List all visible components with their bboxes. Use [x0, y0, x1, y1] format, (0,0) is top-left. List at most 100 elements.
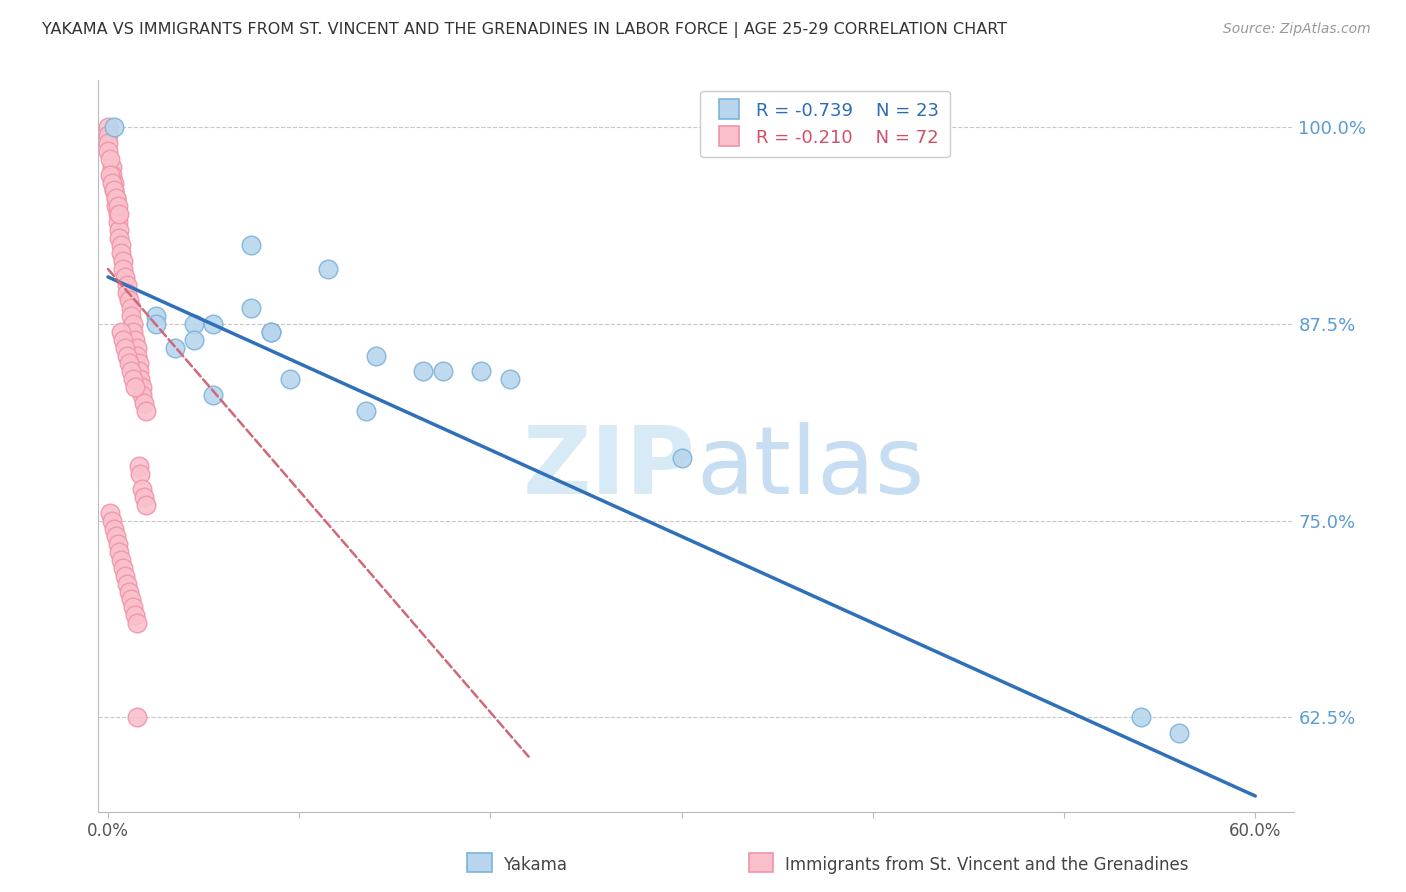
Point: [202, 388, 225, 402]
Point: [240, 238, 263, 252]
Text: Yakama: Yakama: [503, 855, 568, 873]
Point: [107, 215, 129, 229]
Point: [470, 364, 492, 378]
Point: [108, 545, 131, 559]
Point: [134, 396, 156, 410]
Point: [97, 144, 120, 158]
Point: [1167, 726, 1189, 740]
Point: [114, 568, 136, 582]
Text: YAKAMA VS IMMIGRANTS FROM ST. VINCENT AND THE GRENADINES IN LABOR FORCE | AGE 25: YAKAMA VS IMMIGRANTS FROM ST. VINCENT AN…: [42, 22, 1007, 38]
Point: [129, 372, 152, 386]
Point: [98, 152, 121, 166]
Point: [118, 293, 141, 308]
Point: [104, 529, 127, 543]
Point: [125, 615, 148, 630]
Point: [128, 356, 150, 370]
Point: [131, 388, 153, 402]
Point: [354, 403, 377, 417]
Point: [364, 349, 387, 363]
Point: [107, 199, 129, 213]
Point: [108, 223, 131, 237]
Point: [110, 553, 132, 567]
Point: [114, 341, 136, 355]
Text: ZIP: ZIP: [523, 422, 696, 514]
Point: [1129, 710, 1152, 724]
Point: [104, 199, 127, 213]
Point: [97, 136, 120, 151]
Point: [118, 584, 141, 599]
Point: [498, 372, 520, 386]
Point: [118, 356, 141, 370]
Point: [120, 364, 142, 378]
Point: [134, 490, 156, 504]
Point: [412, 364, 434, 378]
Point: [129, 467, 152, 481]
Point: [114, 269, 136, 284]
Point: [101, 160, 124, 174]
Point: [202, 317, 225, 331]
Point: [103, 183, 125, 197]
Point: [125, 710, 148, 724]
Point: [316, 262, 339, 277]
Point: [110, 325, 132, 339]
Point: [124, 380, 146, 394]
Point: [112, 561, 135, 575]
Point: [120, 310, 142, 324]
Point: [115, 576, 138, 591]
Point: [104, 191, 127, 205]
Point: [121, 325, 143, 339]
Point: [101, 176, 124, 190]
Point: [183, 333, 205, 347]
Point: [131, 380, 153, 394]
Point: [107, 207, 129, 221]
Point: [259, 325, 281, 339]
Point: [125, 341, 148, 355]
Point: [120, 301, 142, 316]
Point: [120, 592, 142, 607]
Point: [128, 364, 150, 378]
Point: [432, 364, 454, 378]
Point: [278, 372, 301, 386]
Point: [115, 349, 138, 363]
Point: [112, 254, 135, 268]
Point: [97, 128, 120, 143]
Point: [145, 310, 167, 324]
Point: [97, 120, 120, 135]
Point: [101, 168, 124, 182]
Point: [115, 285, 138, 300]
Point: [101, 514, 124, 528]
Point: [131, 482, 153, 496]
Point: [121, 317, 143, 331]
Point: [121, 372, 143, 386]
Text: Source: ZipAtlas.com: Source: ZipAtlas.com: [1223, 22, 1371, 37]
Point: [108, 207, 131, 221]
Point: [671, 450, 693, 465]
Point: [108, 230, 131, 244]
Point: [110, 246, 132, 260]
Point: [98, 168, 121, 182]
Point: [103, 120, 125, 135]
Point: [145, 317, 167, 331]
Point: [259, 325, 281, 339]
Text: atlas: atlas: [696, 422, 924, 514]
Point: [112, 333, 135, 347]
Point: [103, 183, 125, 197]
Text: Immigrants from St. Vincent and the Grenadines: Immigrants from St. Vincent and the Gren…: [785, 855, 1188, 873]
Point: [135, 403, 157, 417]
Point: [240, 301, 263, 316]
Point: [124, 333, 146, 347]
Point: [163, 341, 186, 355]
Point: [124, 608, 146, 623]
Point: [125, 349, 148, 363]
Point: [121, 600, 143, 615]
Point: [183, 317, 205, 331]
Point: [112, 262, 135, 277]
Point: [103, 176, 125, 190]
Point: [103, 522, 125, 536]
Point: [110, 238, 132, 252]
Point: [115, 277, 138, 292]
Point: [128, 458, 150, 473]
Legend: R = -0.739    N = 23, R = -0.210    N = 72: R = -0.739 N = 23, R = -0.210 N = 72: [700, 91, 950, 158]
Point: [107, 537, 129, 551]
Point: [104, 191, 127, 205]
